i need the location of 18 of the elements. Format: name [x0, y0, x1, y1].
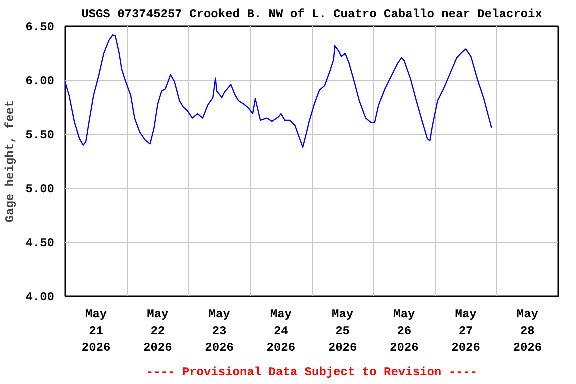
y-tick-label: 4.50 — [26, 236, 55, 250]
y-tick-label: 6.50 — [26, 20, 55, 34]
y-tick-label: 4.00 — [26, 290, 55, 304]
line-series — [66, 34, 492, 148]
y-tick-label: 5.00 — [26, 182, 55, 196]
y-axis-title: Gage height, feet — [4, 100, 18, 223]
x-tick-label: May 22 2026 — [144, 308, 172, 356]
y-tick-label: 5.50 — [26, 128, 55, 142]
x-tick-label: May 25 2026 — [328, 308, 358, 356]
y-tick-label: 6.00 — [26, 74, 55, 88]
x-tick-label: May 23 2026 — [205, 308, 234, 356]
x-tick-label: May 24 2026 — [266, 308, 296, 356]
x-tick-label: May 27 2026 — [452, 308, 480, 356]
x-tick-label: May 21 2026 — [82, 308, 111, 356]
x-tick-label: May 26 2026 — [390, 308, 419, 356]
text: ---- Provisional Data Subject to Revision ---- — [146, 366, 478, 380]
x-tick-label: May 28 2026 — [513, 308, 542, 356]
chart-title: USGS 073745257 Crooked B. NW of L. Cuatro Caballo near Delacroix — [82, 8, 542, 22]
